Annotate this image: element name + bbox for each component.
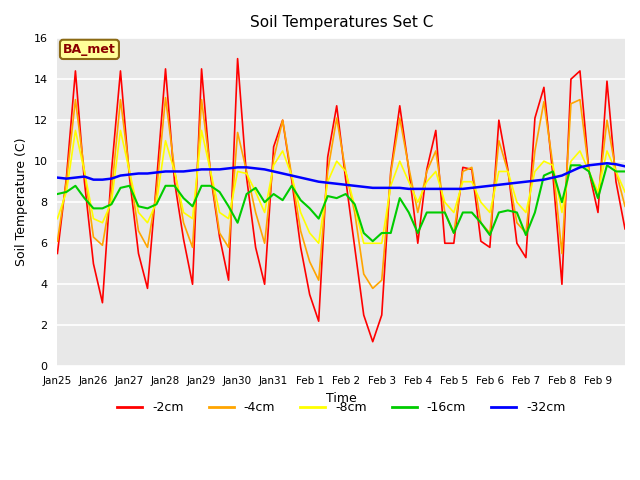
Title: Soil Temperatures Set C: Soil Temperatures Set C bbox=[250, 15, 433, 30]
X-axis label: Time: Time bbox=[326, 392, 356, 405]
Y-axis label: Soil Temperature (C): Soil Temperature (C) bbox=[15, 138, 28, 266]
Text: BA_met: BA_met bbox=[63, 43, 116, 56]
Legend: -2cm, -4cm, -8cm, -16cm, -32cm: -2cm, -4cm, -8cm, -16cm, -32cm bbox=[112, 396, 570, 419]
